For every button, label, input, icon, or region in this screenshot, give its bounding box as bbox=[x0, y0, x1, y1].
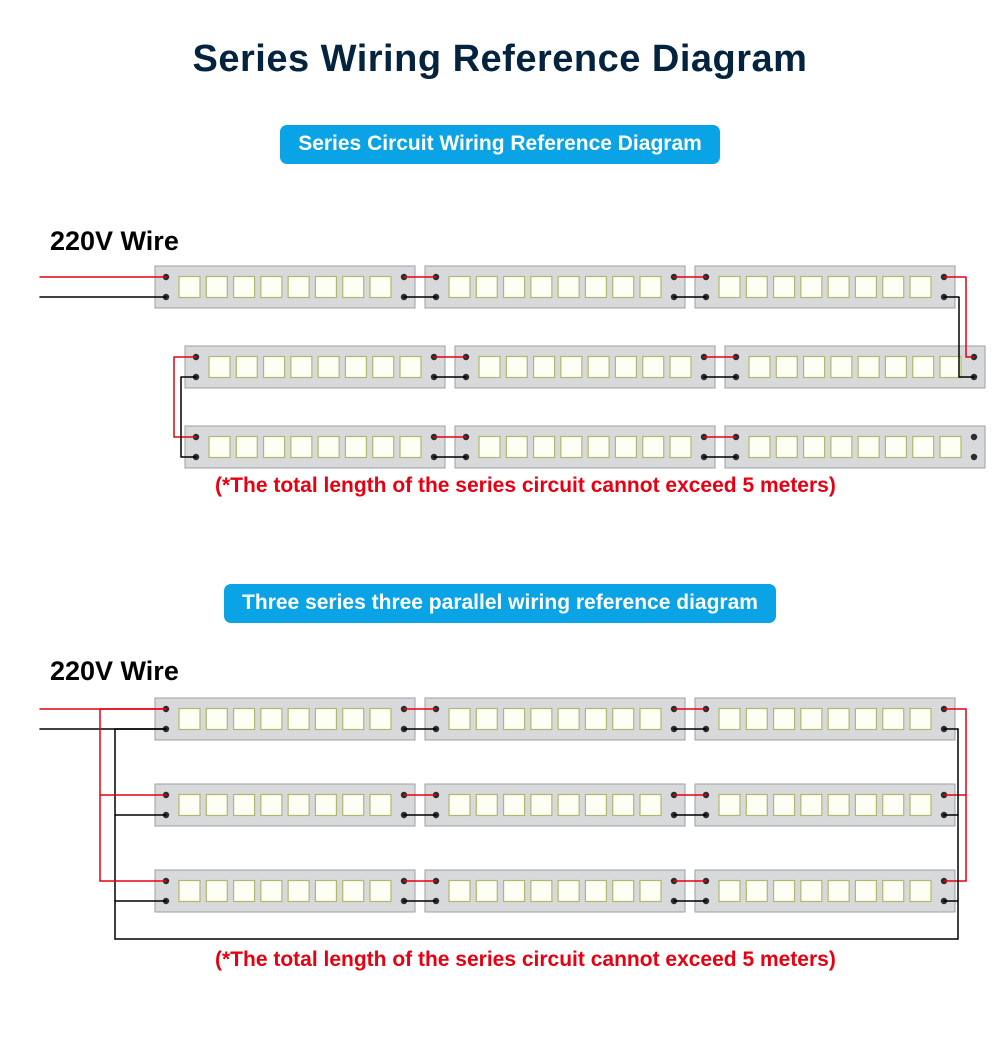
diagram-parallel bbox=[0, 38, 1000, 1038]
note-2: (*The total length of the series circuit… bbox=[215, 948, 836, 972]
